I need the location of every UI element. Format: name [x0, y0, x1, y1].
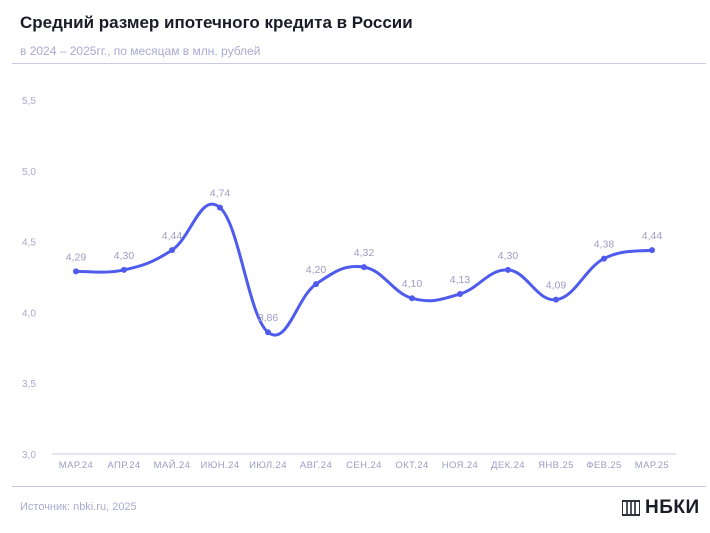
data-point	[649, 247, 655, 254]
logo-text: НБКИ	[645, 497, 700, 518]
data-point	[313, 281, 319, 288]
data-label: 4,74	[210, 188, 231, 200]
y-tick-label: 3,5	[22, 379, 36, 390]
bars-logo-icon	[622, 500, 640, 516]
data-label: 4,30	[114, 250, 135, 262]
x-tick-label: ФЕВ.25	[586, 460, 622, 471]
x-tick-label: ИЮЛ.24	[249, 460, 287, 471]
x-tick-label: АПР.24	[107, 460, 140, 471]
x-tick-label: МАР.25	[635, 460, 669, 471]
x-tick-label: ОКТ.24	[395, 460, 428, 471]
data-point	[217, 204, 223, 211]
data-label: 4,38	[594, 239, 615, 251]
bottom-divider	[12, 486, 706, 487]
x-tick-label: СЕН.24	[346, 460, 382, 471]
chart-title: Средний размер ипотечного кредита в Росс…	[20, 13, 413, 32]
data-point	[73, 268, 79, 275]
data-label: 4,32	[354, 247, 375, 259]
data-point	[601, 255, 607, 262]
data-label: 4,10	[402, 278, 423, 290]
data-label: 4,44	[162, 230, 183, 242]
y-tick-label: 4,5	[22, 238, 36, 249]
data-label: 4,30	[498, 250, 519, 262]
data-point	[169, 247, 175, 254]
top-divider	[12, 63, 706, 64]
data-point	[361, 264, 367, 271]
x-tick-label: ИЮН.24	[201, 460, 240, 471]
y-tick-label: 5,5	[22, 96, 36, 107]
source-note: Источник: nbki.ru, 2025	[20, 501, 137, 513]
x-tick-label: МАЙ.24	[154, 459, 191, 471]
data-point	[121, 266, 127, 273]
x-tick-label: ЯНВ.25	[538, 460, 574, 471]
x-tick-label: АВГ.24	[300, 460, 332, 471]
data-label: 3,86	[258, 312, 279, 324]
nbki-logo: НБКИ	[622, 496, 700, 520]
data-label: 4,44	[642, 230, 663, 242]
data-point	[265, 329, 271, 336]
y-tick-label: 3,0	[22, 450, 36, 461]
x-tick-label: МАР.24	[59, 460, 93, 471]
data-label: 4,20	[306, 264, 327, 276]
data-point	[505, 266, 511, 273]
data-label: 4,29	[66, 251, 87, 263]
data-point	[457, 290, 463, 297]
chart-subtitle: в 2024 – 2025гг., по месяцам в млн. рубл…	[20, 44, 261, 58]
x-tick-label: НОЯ.24	[442, 460, 479, 471]
y-tick-label: 5,0	[22, 167, 36, 178]
data-point	[553, 296, 559, 303]
x-tick-label: ДЕК.24	[491, 460, 525, 471]
data-point	[409, 295, 415, 302]
data-label: 4,13	[450, 274, 471, 286]
data-label: 4,09	[546, 280, 567, 292]
y-tick-label: 4,0	[22, 308, 36, 319]
